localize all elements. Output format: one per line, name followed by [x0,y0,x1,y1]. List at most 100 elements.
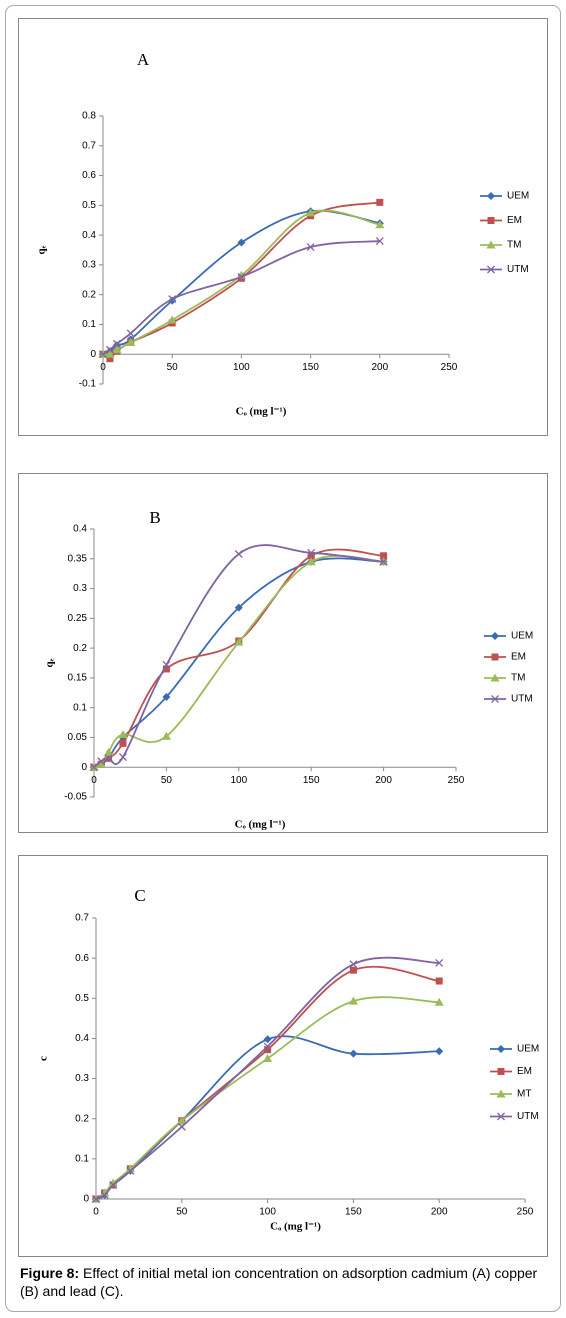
legend-label: UEM [507,191,529,202]
point [237,238,246,247]
y-tick-label: 0.35 [68,553,88,564]
point [90,763,98,772]
y-tick-label: 0.3 [75,1073,89,1084]
point [109,1180,118,1189]
point [126,337,136,346]
point [126,1166,135,1175]
point [105,349,115,358]
caption-label: Figure 8: [20,1265,80,1281]
legend-label: MT [517,1089,531,1100]
point [168,295,177,304]
x-tick-label: 0 [93,1207,99,1218]
y-tick-label: 0.2 [75,1113,89,1124]
y-axis-label: qₑ [36,245,48,254]
panel-frame [18,855,548,1257]
y-tick-label: -0.1 [79,379,97,390]
point [237,272,246,281]
x-axis-label: Cₒ (mg l⁻¹) [235,819,286,831]
point [119,753,127,762]
point [263,1042,272,1051]
point [96,759,106,768]
x-tick-label: 150 [303,775,320,786]
y-tick-label: 0.1 [82,319,96,330]
point [307,552,315,560]
point [306,208,316,217]
x-tick-label: 250 [517,1207,534,1218]
series-line [102,209,380,356]
y-axis-label: qₑ [44,658,56,667]
point [375,220,385,229]
point [125,1164,135,1173]
point [162,692,171,701]
caption-text: Effect of initial metal ion concentratio… [20,1265,538,1299]
point [349,1049,358,1058]
point [306,557,316,566]
point [99,350,107,359]
y-tick-label: 0.7 [75,913,89,924]
point [100,1188,110,1197]
x-tick-label: 150 [345,1207,362,1218]
point [349,960,358,969]
x-tick-label: 50 [161,775,173,786]
x-tick-label: 50 [176,1207,188,1218]
legend-marker [490,673,500,682]
chart: B -0.05 0 0.05 0.1 0.15 0.2 0.25 0.3 0.35 0.4 0 50 10… [44,508,534,831]
legend-label: TM [507,240,521,251]
point [162,660,171,669]
legend-marker [496,1089,506,1098]
chart-title: B [149,508,160,527]
point [375,237,384,246]
point [263,1035,272,1044]
y-tick-label: 0.25 [68,613,88,624]
x-tick-label: 200 [431,1207,448,1218]
y-tick-label: 0.3 [73,583,87,594]
point [103,747,113,756]
legend-marker [491,632,499,640]
x-tick-label: 200 [375,775,392,786]
legend-label: EM [517,1066,532,1077]
chart-title: C [134,886,145,905]
legend-label: UTM [517,1111,539,1122]
legend-marker [486,240,496,249]
point [234,603,243,612]
series-line [93,554,384,769]
chart: A-0.100.10.20.30.40.50.60.70.80 50 100 150 2… [36,50,530,418]
chart-title: A [137,50,150,69]
legend-label: EM [511,652,526,663]
caption: Figure 8: Effect of initial metal ion co… [20,1264,548,1300]
legend-label: EM [507,215,522,226]
x-axis-label: Cₒ (mg l⁻¹) [236,406,287,418]
y-tick-label: 0.4 [73,524,87,535]
point [108,1178,118,1187]
y-tick-label: 0.8 [82,111,96,122]
point [264,1046,272,1054]
series-line [93,548,384,769]
point [100,1191,109,1199]
point [161,731,171,740]
point [349,966,357,974]
y-tick-label: 0.4 [82,230,96,241]
point [118,729,128,738]
point [112,345,122,354]
y-tick-label: 0 [83,1194,89,1205]
point [92,1195,100,1203]
legend-marker [487,217,495,224]
point [234,637,244,646]
point [348,996,358,1005]
series-line [93,557,384,769]
point [104,754,113,763]
y-tick-label: 0.1 [75,1153,89,1164]
y-tick-label: -0.05 [64,792,87,803]
point [162,665,170,673]
legend-label: UEM [517,1044,539,1055]
point [307,548,316,557]
x-tick-label: 100 [233,362,250,373]
legend-marker [491,653,499,661]
x-tick-label: 0 [91,775,97,786]
legend-marker [497,1045,505,1053]
legend-label: UEM [511,631,533,642]
x-tick-label: 250 [441,362,458,373]
y-tick-label: 0.1 [73,702,87,713]
x-tick-label: 200 [371,362,388,373]
